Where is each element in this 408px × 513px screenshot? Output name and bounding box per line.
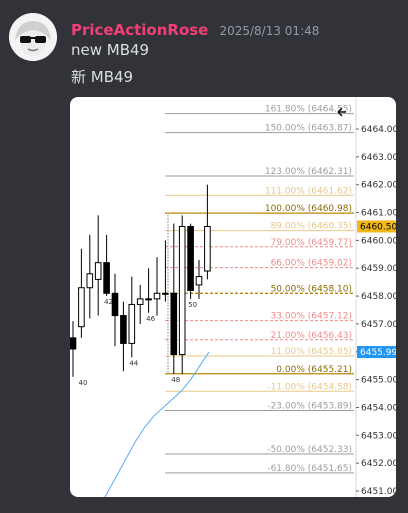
fib-level-label: 123.00% (6462.31) <box>265 167 352 177</box>
candle-body <box>187 225 194 292</box>
bar-count-label: 48 <box>171 376 180 384</box>
fib-level-label: 11.00% (6455.85) <box>271 347 352 357</box>
price-axis-label: 6453.00 <box>361 431 396 441</box>
price-axis-label: 6462.00 <box>361 181 396 191</box>
bar-count-label: 44 <box>129 359 138 367</box>
price-axis-label: 6464.00 <box>361 125 396 135</box>
candle-body <box>153 292 161 300</box>
fib-level-label: 66.00% (6459.02) <box>271 259 352 269</box>
price-axis-label: 6463.00 <box>361 153 396 163</box>
candle-body <box>128 303 136 344</box>
candlestick-chart: 161.80% (6464.55) 150.00% (6463.87) 123.00… <box>70 97 396 497</box>
bar-count-label: 50 <box>188 301 197 309</box>
price-axis-label: 6460.00 <box>361 236 396 246</box>
fib-level-label: -11.00% (6454.58) <box>267 382 352 392</box>
candle-body <box>120 315 127 344</box>
candle-body <box>162 292 169 295</box>
price-axis-label: 6461.00 <box>361 209 396 219</box>
message-timestamp: 2025/8/13 01:48 <box>219 24 320 38</box>
candle-body <box>70 337 77 350</box>
fib-level-label: 111.00% (6461.62) <box>265 186 352 196</box>
arrow-left-icon <box>337 107 346 117</box>
candle-body <box>204 225 211 272</box>
fib-level-label: -50.00% (6452.33) <box>267 445 352 455</box>
message-line: 新 MB49 <box>71 68 134 86</box>
price-axis-label: 6454.00 <box>361 403 396 413</box>
price-axis-label: 6455.00 <box>361 376 396 386</box>
candle-body <box>195 276 203 286</box>
candle-body <box>86 273 94 289</box>
candle-body <box>78 287 85 328</box>
bar-count-label: 40 <box>79 379 88 387</box>
message-header: PriceActionRose 2025/8/13 01:48 <box>71 20 319 39</box>
username[interactable]: PriceActionRose <box>71 21 209 39</box>
candle-body <box>103 262 110 294</box>
price-axis-label: 6451.00 <box>361 487 396 497</box>
price-axis-label: 6452.00 <box>361 459 396 469</box>
fib-level-label: 33.00% (6457.12) <box>271 312 352 322</box>
candle-body <box>178 225 186 356</box>
chart-image-attachment[interactable]: 161.80% (6464.55) 150.00% (6463.87) 123.00… <box>70 97 396 497</box>
candle-body <box>136 298 144 305</box>
fib-level-label: 150.00% (6463.87) <box>265 124 352 134</box>
bar-count-label: 42 <box>104 298 113 306</box>
price-label-badge <box>357 346 396 359</box>
candle-body <box>111 292 119 317</box>
candle-body <box>145 298 152 301</box>
bar-count-label: 46 <box>146 315 155 323</box>
avatar-glasses-icon <box>9 13 57 61</box>
price-label-text: 6460.50 <box>360 222 396 232</box>
fib-level-label: 0.00% (6455.21) <box>276 365 352 375</box>
user-avatar[interactable] <box>9 13 57 61</box>
price-label-text: 6455.99 <box>360 348 396 358</box>
candle-body <box>170 292 178 356</box>
price-axis-label: 6459.00 <box>361 264 396 274</box>
fib-level-label: -61.80% (6451.65) <box>267 464 352 474</box>
fib-level-label: 21.00% (6456.43) <box>271 331 352 341</box>
message-line: new MB49 <box>71 41 150 59</box>
price-label-badge <box>357 220 396 233</box>
price-axis-label: 6458.00 <box>361 292 396 302</box>
moving-average-line <box>104 351 210 497</box>
fib-level-label: -23.00% (6453.89) <box>267 402 352 412</box>
candle-body <box>94 262 102 280</box>
fib-level-label: 100.00% (6460.98) <box>265 204 352 214</box>
price-axis-label: 6457.00 <box>361 320 396 330</box>
fib-level-label: 79.00% (6459.77) <box>271 238 352 248</box>
fib-level-label: 89.00% (6460.35) <box>271 222 352 232</box>
fib-level-label: 161.80% (6464.55) <box>265 105 352 115</box>
fib-level-label: 50.00% (6458.10) <box>271 284 352 294</box>
